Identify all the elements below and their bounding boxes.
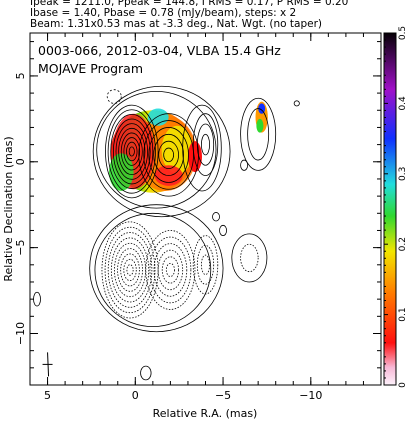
- intensity-contour: [123, 137, 141, 166]
- y-tick-label: 0: [14, 158, 27, 165]
- polarization-contour: [140, 365, 152, 381]
- polarization-contour: [145, 230, 196, 310]
- intensity-contour: [293, 100, 300, 107]
- colorbar-tick-label: 0.3: [398, 167, 408, 181]
- polarization-color: [256, 118, 264, 133]
- intensity-contour: [128, 146, 135, 157]
- polarization-contour: [165, 262, 175, 277]
- intensity-contour: [247, 108, 270, 161]
- y-tick-label: 5: [14, 72, 27, 79]
- intensity-contour: [96, 90, 217, 209]
- x-tick-label: 5: [44, 389, 51, 402]
- intensity-contour: [112, 118, 151, 185]
- stats-line-1: Ipeak = 1211.0, Ppeak = 144.8, I RMS = 0…: [30, 0, 349, 8]
- polarization-contour: [110, 237, 150, 303]
- beam-line: Beam: 1.31x0.53 mas at -3.3 deg., Nat. W…: [30, 18, 323, 30]
- intensity-contour: [118, 127, 146, 176]
- plot-title: 0003-066, 2012-03-04, VLBA 15.4 GHz: [38, 43, 281, 58]
- x-tick-label: −10: [299, 389, 322, 402]
- intensity-contour: [201, 133, 210, 156]
- intensity-contour: [196, 123, 215, 166]
- polarization-contour: [117, 248, 143, 292]
- polarization-contour: [161, 256, 179, 284]
- intensity-contour: [115, 123, 148, 180]
- stats-line-2: Ibase = 1.40, Pbase = 0.78 (mJy/beam), s…: [30, 7, 297, 19]
- x-axis-label: Relative R.A. (mas): [153, 407, 258, 420]
- polarization-contour: [149, 236, 192, 304]
- polarization-contour: [219, 224, 227, 237]
- intensity-contour: [107, 109, 156, 194]
- polarization-contour: [192, 235, 219, 295]
- y-axis-label: Relative Declination (mas): [2, 136, 15, 281]
- y-tick-label: −10: [14, 322, 27, 345]
- intensity-contour: [240, 159, 249, 171]
- x-tick-label: 0: [132, 389, 139, 402]
- polarization-contour: [126, 264, 134, 276]
- polarization-contour: [101, 221, 159, 319]
- polarization-color: [147, 108, 169, 126]
- intensity-contour: [105, 104, 159, 199]
- polarization-color: [187, 141, 202, 173]
- colorbar-tick-label: 0.4: [398, 96, 408, 111]
- polarization-contour: [120, 253, 140, 287]
- polarization-contour: [114, 242, 147, 298]
- intensity-contour: [212, 212, 220, 222]
- colorbar-tick-label: 0: [398, 382, 408, 388]
- polarization-contour: [153, 243, 188, 297]
- polarization-contour: [107, 232, 153, 308]
- polarization-contour: [123, 258, 137, 282]
- polarization-contour: [104, 226, 156, 314]
- intensity-contour: [126, 141, 138, 162]
- intensity-contour: [120, 132, 143, 171]
- intensity-contour: [106, 89, 122, 104]
- polarization-contour: [33, 291, 41, 307]
- polarization-contour: [240, 243, 259, 273]
- intensity-contour: [158, 140, 179, 170]
- colorbar: [383, 32, 397, 386]
- polarization-color: [258, 103, 266, 114]
- intensity-contour: [110, 113, 154, 189]
- polarization-contour: [196, 244, 215, 285]
- polarization-contour: [94, 212, 212, 328]
- polarization-contour: [89, 204, 224, 333]
- x-tick-label: −5: [215, 389, 231, 402]
- intensity-contour: [92, 85, 231, 218]
- intensity-contour: [148, 127, 189, 183]
- intensity-contour: [163, 147, 175, 163]
- colorbar-tick-label: 0.5: [398, 26, 408, 40]
- intensity-contour: [192, 113, 219, 176]
- colorbar-tick-label: 0.1: [398, 307, 408, 321]
- plot-subtitle: MOJAVE Program: [38, 61, 144, 76]
- y-tick-label: −5: [14, 240, 27, 256]
- polarization-contour: [157, 249, 184, 291]
- intensity-contour: [240, 97, 277, 171]
- polarization-contour: [201, 254, 210, 275]
- colorbar-tick-label: 0.2: [398, 237, 408, 251]
- intensity-contour: [182, 104, 222, 192]
- intensity-contour: [153, 133, 184, 176]
- polarization-contour: [231, 233, 268, 283]
